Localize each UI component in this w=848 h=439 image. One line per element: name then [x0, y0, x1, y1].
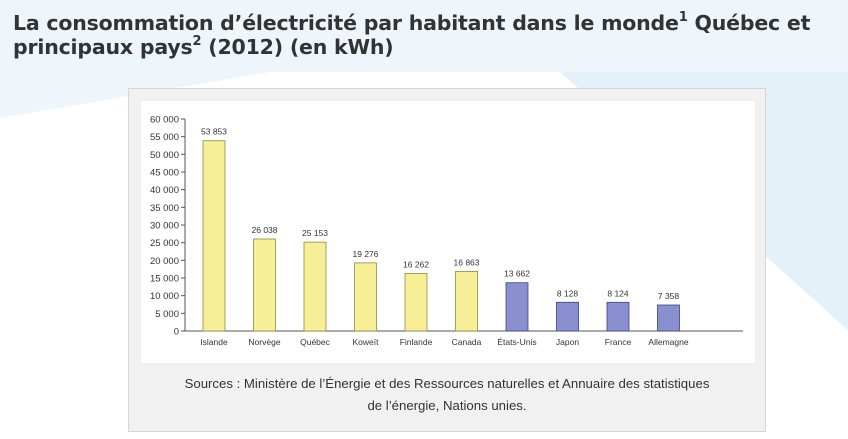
bar-value-label: 16 863 — [454, 257, 480, 267]
title-part-4: (2012) (en kWh) — [201, 35, 394, 59]
bar-value-label: 7 358 — [658, 291, 680, 301]
bar-japon — [556, 301, 579, 332]
bar-value-label: 8 128 — [557, 288, 579, 298]
source-line-2: de l’énergie, Nations unies. — [367, 398, 527, 413]
footnote-marker-2: 2 — [192, 34, 202, 49]
bar-québec — [303, 241, 327, 332]
y-tick-label: 55 000 — [150, 132, 179, 143]
y-tick-label: 35 000 — [150, 203, 179, 214]
title-part-3: principaux pays — [13, 35, 193, 59]
bar-canada — [455, 271, 478, 332]
category-label: Finlande — [400, 337, 433, 347]
bar-value-label: 25 153 — [302, 228, 328, 238]
bar-finlande — [404, 273, 428, 332]
category-label: Norvège — [248, 337, 280, 347]
y-tick-label: 10 000 — [150, 291, 179, 302]
source-note: Sources : Ministère de l’Énergie et des … — [129, 373, 765, 417]
category-label: Allemagne — [648, 337, 688, 347]
y-tick-label: 40 000 — [150, 185, 179, 196]
bar-allemagne — [657, 304, 680, 332]
title-part-1: La consommation d’électricité par habita… — [13, 11, 679, 35]
bar-états-unis — [505, 282, 529, 332]
bar-islande — [202, 140, 226, 332]
y-tick-label: 15 000 — [150, 274, 179, 285]
y-tick-label: 25 000 — [150, 238, 179, 249]
y-tick-label: 45 000 — [150, 168, 179, 179]
y-tick-label: 60 000 — [150, 115, 179, 126]
category-label: Canada — [452, 337, 482, 347]
category-label: Japon — [556, 337, 579, 347]
bar-france — [606, 301, 630, 332]
title-part-2: Québec et — [687, 11, 811, 35]
bar-value-label: 53 853 — [201, 127, 227, 137]
page-title: La consommation d’électricité par habita… — [13, 11, 843, 59]
bar-norvège — [253, 238, 276, 332]
bar-value-label: 26 038 — [252, 225, 278, 235]
category-label: Islande — [200, 337, 228, 347]
chart-plot-area: 0 5 000 10 000 15 000 20 000 25 000 30 000 35 0… — [141, 101, 755, 363]
bar-chart: 0 5 000 10 000 15 000 20 000 25 000 30 000 35 0… — [150, 115, 743, 347]
bar-koweït — [354, 262, 377, 332]
bar-value-label: 13 662 — [504, 269, 530, 279]
y-tick-label: 0 — [174, 327, 179, 338]
category-label: Koweït — [353, 337, 380, 347]
footnote-marker-1: 1 — [678, 10, 688, 25]
source-line-1: Sources : Ministère de l’Énergie et des … — [184, 376, 710, 391]
category-label: États-Unis — [497, 337, 536, 347]
bar-value-label: 19 276 — [353, 249, 379, 259]
y-tick-label: 20 000 — [150, 256, 179, 267]
y-tick-label: 50 000 — [150, 150, 179, 161]
bar-value-label: 16 262 — [403, 260, 429, 270]
category-label: Québec — [300, 337, 331, 347]
category-label: France — [605, 337, 632, 347]
chart-panel: 0 5 000 10 000 15 000 20 000 25 000 30 000 35 0… — [128, 88, 766, 432]
y-tick-label: 5 000 — [155, 309, 179, 320]
y-tick-label: 30 000 — [150, 221, 179, 232]
bar-value-label: 8 124 — [607, 288, 629, 298]
